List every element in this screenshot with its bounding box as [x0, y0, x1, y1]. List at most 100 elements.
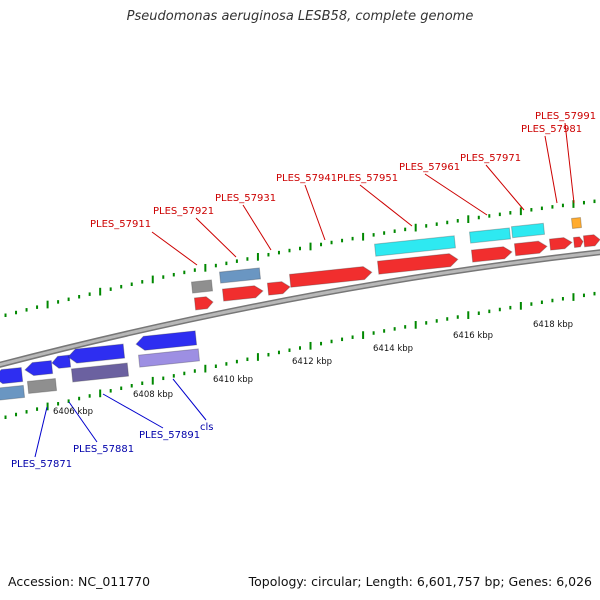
feature-steelblue-top	[218, 267, 262, 284]
top-leader-line	[544, 135, 558, 204]
top-gene-label: PLES_57931	[215, 193, 276, 204]
gene-ples-57981-shine	[549, 237, 572, 251]
gene-ples-57971	[513, 240, 548, 257]
gene-ples-57875	[24, 360, 54, 377]
gene-ples-57941-shine	[289, 266, 372, 288]
gene-ples-57991-shine	[583, 234, 600, 247]
gene-ples-57875-body	[24, 360, 54, 377]
gene-ples-57961	[470, 246, 513, 263]
top-gene-label: PLES_57981	[521, 124, 582, 135]
gene-ples-57961-shine	[471, 246, 512, 263]
feature-cyan-2-body	[468, 227, 512, 244]
gene-ples-57911-shine	[194, 296, 213, 310]
feature-orange-shine	[571, 217, 582, 229]
gene-ples-57971-shine	[514, 241, 547, 256]
gene-ples-57981-body	[548, 237, 573, 251]
bottom-leader-line	[172, 378, 207, 421]
gene-ples-57881-shine	[68, 344, 125, 364]
top-leader-line	[304, 184, 326, 241]
feature-lavender-cls	[137, 348, 201, 368]
feature-lavender-cls-body	[137, 348, 201, 368]
top-leader-line	[195, 217, 237, 258]
gene-ples-57911	[193, 296, 214, 311]
top-leader-line	[485, 164, 525, 211]
gene-ples-57921-body	[221, 285, 264, 302]
gene-ples-57911-body	[193, 296, 214, 311]
top-leader-line	[359, 184, 413, 227]
gene-ples-57891-shine	[136, 330, 197, 351]
gene-ples-57875-shine	[25, 360, 53, 376]
gene-ples-57985	[572, 236, 584, 248]
feature-cyan-3	[510, 222, 546, 239]
gene-ples-57878-body	[51, 354, 72, 369]
genome-backbone	[0, 249, 600, 368]
top-gene-label: PLES_57911	[90, 219, 151, 230]
feature-darkslate-body	[70, 362, 130, 383]
feature-gray-bottom-shine	[27, 378, 57, 394]
top-leader-line	[564, 122, 575, 204]
feature-gray-bottom-body	[26, 378, 58, 394]
feature-cyan-3-shine	[511, 223, 545, 238]
feature-cyan-3-body	[510, 222, 546, 239]
genome-summary-text: Topology: circular; Length: 6,601,757 bp…	[248, 574, 592, 589]
gene-ples-57891-body	[135, 330, 198, 351]
bottom-gene-label: PLES_57871	[11, 459, 72, 470]
axis-label: 6406 kbp	[53, 407, 93, 417]
feature-gray-top	[190, 279, 214, 294]
top-gene-label: PLES_57991	[535, 111, 596, 122]
tick-marks	[4, 199, 596, 420]
accession-text: Accession: NC_011770	[8, 574, 151, 589]
feature-gray-bottom	[26, 378, 58, 394]
gene-ples-57871-shine	[0, 367, 23, 384]
gene-ples-57931-body	[266, 281, 291, 296]
gene-ples-57991-body	[582, 234, 600, 248]
gene-ples-57985-body	[572, 236, 584, 248]
feature-orange-body	[570, 217, 583, 229]
gene-ples-57881	[67, 343, 126, 364]
feature-darkslate	[70, 362, 130, 383]
top-gene-label: PLES_57941	[276, 173, 337, 184]
bottom-gene-label: PLES_57891	[139, 430, 200, 441]
gene-ples-57921	[221, 285, 264, 302]
top-leader-line	[151, 231, 198, 266]
gene-ples-57871-body	[0, 367, 24, 385]
axis-label: 6412 kbp	[292, 357, 332, 367]
feature-cyan-1-shine	[374, 235, 456, 257]
label-leaders	[34, 122, 575, 458]
feature-steelblue-bottom-body	[0, 384, 26, 402]
feature-steelblue-top-body	[218, 267, 262, 284]
gene-ples-57921-shine	[222, 285, 263, 302]
gene-ples-57961-body	[470, 246, 513, 263]
feature-steelblue-bottom-shine	[0, 385, 25, 401]
backbone-line	[0, 250, 600, 367]
top-leader-line	[242, 204, 272, 251]
feature-gray-top-body	[190, 279, 214, 294]
top-gene-label: PLES_57921	[153, 206, 214, 217]
feature-track	[0, 217, 600, 402]
feature-gray-top-shine	[191, 279, 213, 294]
top-leader-line	[424, 173, 488, 216]
bottom-leader-line	[68, 401, 98, 443]
top-gene-label: PLES_57961	[399, 162, 460, 173]
feature-cyan-2	[468, 227, 512, 244]
gene-ples-57941	[288, 266, 373, 288]
gene-ples-57951-shine	[377, 253, 458, 275]
bottom-gene-label: cls	[200, 422, 214, 433]
axis-label: 6410 kbp	[213, 375, 253, 385]
gene-ples-57878-shine	[52, 355, 71, 369]
feature-steelblue-bottom	[0, 384, 26, 402]
feature-darkslate-shine	[71, 363, 129, 382]
gene-ples-57931	[266, 281, 291, 296]
gene-ples-57931-shine	[267, 281, 290, 296]
feature-cyan-2-shine	[469, 227, 511, 244]
gene-ples-57871	[0, 367, 24, 385]
gene-ples-57878	[51, 354, 72, 369]
gene-ples-57991	[582, 234, 600, 248]
feature-steelblue-top-shine	[219, 267, 261, 284]
gene-ples-57941-body	[288, 266, 373, 288]
feature-cyan-1-body	[374, 235, 456, 257]
feature-cyan-1	[374, 235, 456, 257]
feature-orange	[570, 217, 583, 229]
bottom-leader-line	[102, 393, 164, 429]
